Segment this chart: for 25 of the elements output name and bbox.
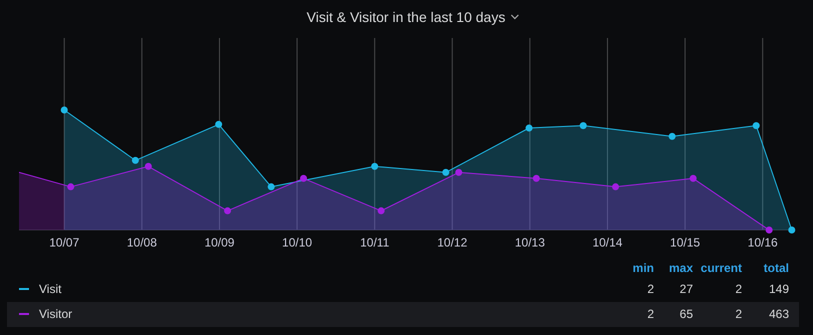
x-tick-label: 10/15	[670, 236, 700, 250]
text: 463	[768, 307, 790, 321]
text: max	[668, 261, 694, 275]
legend-label: Visitor	[39, 307, 72, 321]
x-tick-label: 10/07	[49, 236, 80, 250]
x-tick-label: 10/14	[592, 236, 623, 250]
text: 149	[768, 282, 790, 296]
text: 65	[680, 307, 694, 321]
text: current	[700, 261, 742, 275]
x-tick-label: 10/16	[748, 236, 778, 250]
text: 27	[680, 282, 694, 296]
x-tick-label: 10/13	[514, 236, 546, 250]
legend-label: Visit	[39, 282, 62, 296]
text: total	[764, 261, 789, 275]
x-tick-label: 10/10	[282, 236, 312, 250]
text: 2	[735, 307, 742, 321]
x-tick-label: 10/08	[126, 236, 158, 250]
x-tick-label: 10/12	[437, 236, 468, 250]
text: min	[632, 261, 654, 275]
text: 2	[647, 307, 654, 321]
chart-title: Visit & Visitor in the last 10 days	[306, 9, 506, 25]
x-tick-label: 10/11	[360, 236, 390, 250]
x-tick-label: 10/09	[204, 236, 235, 250]
text: 2	[647, 282, 654, 296]
text: 2	[735, 282, 742, 296]
